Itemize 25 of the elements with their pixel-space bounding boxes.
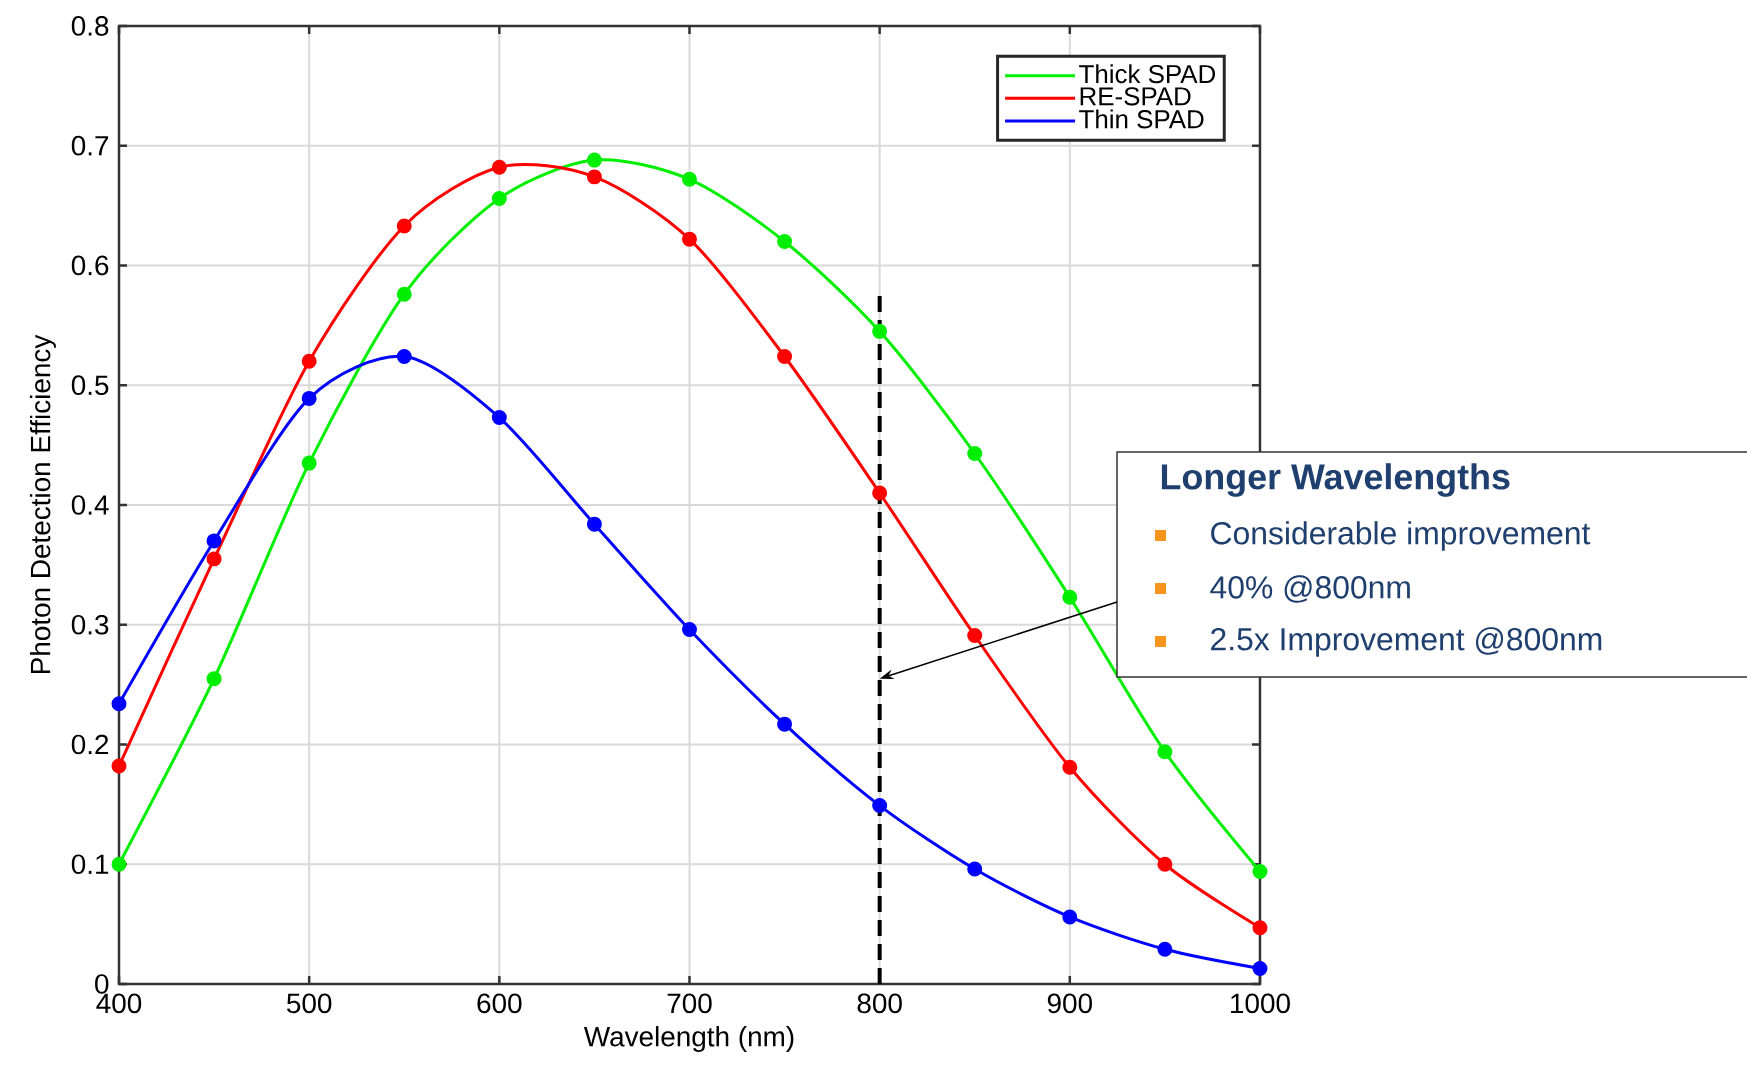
y-tick-label: 0.2: [71, 734, 109, 755]
annotation: 40% @800nm: [1210, 575, 1410, 603]
legend-label: RE-SPAD: [1080, 87, 1191, 106]
annotation: 2.5x Improvement @800nm: [1211, 627, 1602, 657]
y-tick-label: 0.5: [71, 375, 109, 396]
annotation: Considerable improvement: [1211, 521, 1591, 551]
x-tick-label: 500: [287, 993, 332, 1014]
x-tick-label: 600: [477, 993, 522, 1014]
y-tick-label: 0: [95, 974, 109, 994]
y-tick-label: 0.7: [71, 135, 109, 156]
x-tick-label: 900: [1047, 993, 1092, 1014]
x-axis-title: Wavelength (nm): [583, 1026, 794, 1053]
legend-label: Thick SPAD: [1079, 64, 1216, 84]
annotation: Longer Wavelengths: [1161, 463, 1510, 497]
y-tick-label: 0.4: [71, 495, 109, 515]
x-tick-label: 1000: [1231, 993, 1290, 1014]
y-axis-title: Photon Detection Efficiency: [29, 334, 56, 674]
x-tick-label: 400: [96, 993, 142, 1014]
x-tick-label: 700: [667, 993, 712, 1014]
y-tick-label: 0.6: [71, 255, 109, 276]
x-tick-label: 800: [857, 993, 902, 1014]
y-tick-label: 0.8: [71, 16, 109, 36]
legend-label: Thin SPAD: [1079, 109, 1204, 129]
y-tick-label: 0.3: [71, 614, 109, 635]
y-tick-label: 0.1: [71, 854, 109, 875]
